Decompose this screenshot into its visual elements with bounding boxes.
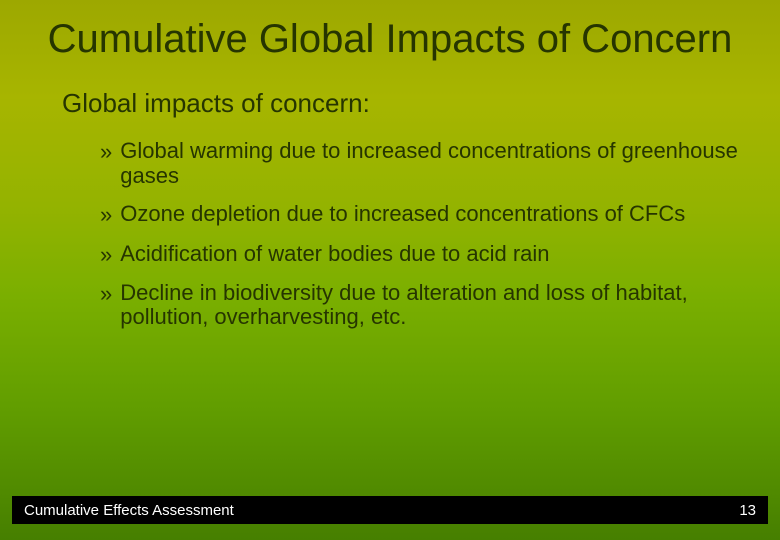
bullet-marker-icon: » [100,281,120,306]
bullet-text: Ozone depletion due to increased concent… [120,202,685,227]
footer-bar: Cumulative Effects Assessment 13 [12,496,768,524]
list-item: » Ozone depletion due to increased conce… [100,202,740,227]
bullet-marker-icon: » [100,139,120,164]
bullet-text: Acidification of water bodies due to aci… [120,242,549,267]
bullet-text: Decline in biodiversity due to alteratio… [120,281,740,330]
bullet-marker-icon: » [100,242,120,267]
bullet-list: » Global warming due to increased concen… [0,119,780,330]
slide-title: Cumulative Global Impacts of Concern [0,0,780,60]
footer-title: Cumulative Effects Assessment [24,502,234,519]
list-item: » Global warming due to increased concen… [100,139,740,188]
bullet-marker-icon: » [100,202,120,227]
list-item: » Decline in biodiversity due to alterat… [100,281,740,330]
slide-subtitle: Global impacts of concern: [0,60,780,119]
slide-number: 13 [739,502,756,519]
bullet-text: Global warming due to increased concentr… [120,139,740,188]
list-item: » Acidification of water bodies due to a… [100,242,740,267]
